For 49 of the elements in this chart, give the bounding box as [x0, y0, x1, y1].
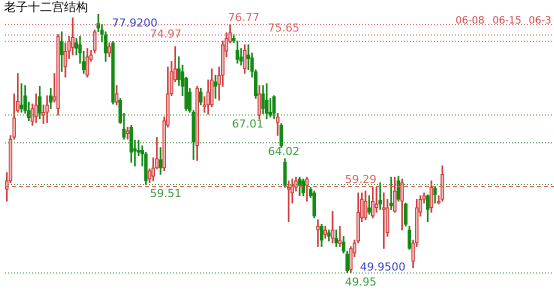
- annotation: 06-15: [492, 16, 522, 27]
- candlestick: [327, 230, 331, 242]
- candlestick: [214, 74, 218, 99]
- ref-line-label: 59.29: [345, 172, 376, 186]
- candlestick: [378, 182, 382, 210]
- candlestick: [272, 95, 276, 120]
- candlestick: [20, 83, 24, 113]
- candlestick: [323, 226, 328, 239]
- candlestick: [126, 126, 130, 140]
- annotation: 06-3: [528, 16, 552, 27]
- candlestick: [312, 190, 316, 218]
- ref-line-label: 64.02: [268, 145, 300, 158]
- ref-line-label: 49.95: [345, 275, 376, 288]
- ref-line-label: 75.65: [268, 21, 300, 34]
- candlestick: [276, 112, 280, 136]
- annotation: 77.9200: [112, 16, 158, 30]
- candlestick: [364, 190, 368, 220]
- candlestick: [114, 85, 118, 106]
- ref-line-label: 59.51: [150, 186, 182, 200]
- annotation: 06-08: [455, 16, 485, 27]
- candlestick: [56, 34, 60, 116]
- candlestick: [374, 187, 378, 213]
- ref-line-label: 74.97: [150, 28, 182, 41]
- candlestick: [258, 85, 262, 120]
- candlestick: [60, 31, 64, 72]
- candlestick: [320, 224, 324, 247]
- candlestick: [408, 226, 412, 250]
- candlestick: [264, 83, 269, 120]
- chart-title: 老子十二宫结构: [4, 0, 88, 14]
- candlestick: [45, 95, 49, 123]
- candlestick: [34, 93, 38, 123]
- candlestick: [198, 88, 203, 106]
- annotation: 49.9500: [360, 260, 406, 274]
- ref-line-label: 67.01: [232, 117, 264, 130]
- candlestick: [404, 202, 408, 227]
- candlestick: [206, 80, 210, 115]
- ref-line-label: 76.77: [228, 11, 260, 24]
- candlestick: [305, 176, 309, 202]
- candlestick: [283, 158, 287, 188]
- candlestick: [111, 40, 115, 104]
- candlestick: [330, 211, 334, 244]
- candlestick: [430, 180, 434, 213]
- candlestick: [158, 147, 162, 175]
- candlestick: [371, 187, 375, 218]
- candlestick: [426, 194, 430, 222]
- candlestick: [392, 176, 397, 213]
- candlestick: [70, 18, 75, 56]
- candlestick: [316, 219, 320, 247]
- candlestick: [396, 176, 400, 202]
